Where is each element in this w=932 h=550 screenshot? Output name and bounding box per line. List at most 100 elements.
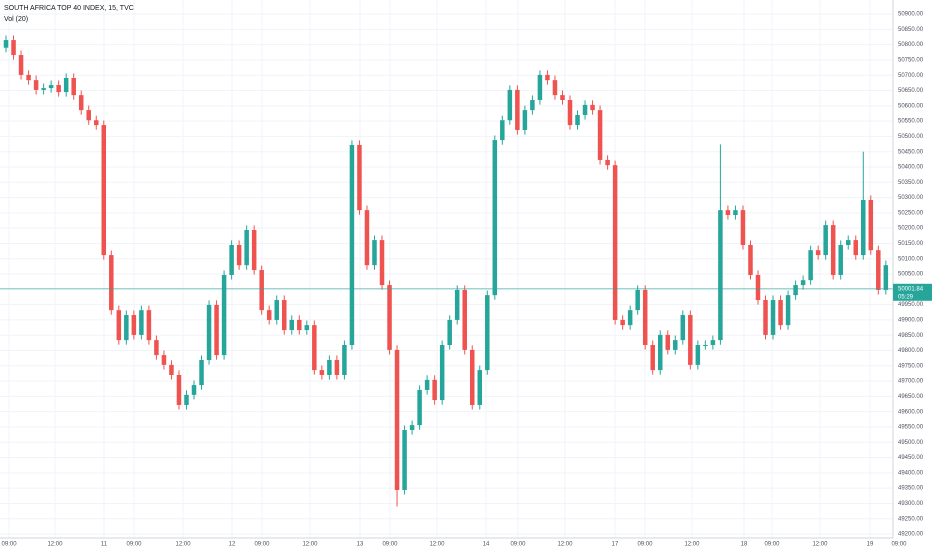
candle-body [642,289,648,346]
candle-body [845,240,851,245]
y-tick-label: 50400.00 [898,165,924,171]
x-tick-label: 09:00 [510,542,526,548]
candle-body [462,289,467,350]
x-tick-label: 09:00 [2,542,18,548]
candle-body [424,379,430,390]
candle-body [439,345,445,401]
candle-body [101,125,107,256]
y-tick-label: 50550.00 [898,119,924,125]
x-tick-label: 09:00 [891,542,907,548]
candle-body [387,285,392,350]
candle-body [184,394,189,405]
x-tick-label: 17 [612,542,619,548]
candle-body [703,345,708,347]
candle-body [274,300,279,320]
candle-body [124,315,129,341]
candle-body [244,230,249,266]
x-tick-label: 12:00 [176,542,192,548]
candle-body [815,250,821,256]
x-tick-label: 09:00 [254,542,270,548]
candle-body [342,345,347,375]
candle-body [785,295,791,326]
candle-body [755,274,761,301]
candle-body [251,230,257,271]
candle-body [48,85,54,89]
last-price-label: 50001.84 [898,286,924,292]
candle-body [605,159,610,166]
candle-body [93,120,99,126]
y-tick-label: 49950.00 [898,302,924,308]
y-tick-label: 49400.00 [898,470,924,476]
y-tick-label: 50900.00 [898,12,924,18]
candle-body [379,240,385,286]
candle-body [372,240,377,266]
candle-body [304,325,310,331]
countdown-label: 05:29 [898,294,914,300]
y-tick-label: 49250.00 [898,516,924,522]
candle-body [131,315,137,335]
y-tick-label: 49850.00 [898,333,924,339]
candle-body [161,355,167,365]
candle-body [327,359,332,375]
candle-body [575,115,580,126]
y-tick-label: 50650.00 [898,88,924,94]
candle-body [432,379,437,401]
candle-body [41,88,46,90]
candle-body [552,80,558,96]
candle-body [515,89,520,130]
candles [0,35,893,507]
candle-body [109,255,114,311]
y-tick-label: 50050.00 [898,272,924,278]
candle-body [665,334,671,350]
candle-body [567,100,573,126]
candle-body [402,430,407,490]
candle-body [259,270,264,311]
axes: 50900.00 50850.00 50800.00 50750.00 50700.00… [2,12,932,548]
candle-body [191,385,197,395]
x-tick-label: 12:00 [302,542,318,548]
x-tick-label: 12:00 [47,542,63,548]
candle-body [454,289,460,320]
y-tick-label: 49350.00 [898,486,924,492]
candle-body [139,310,144,335]
candle-body [485,295,490,371]
candle-body [657,334,663,371]
x-tick-label: 09:00 [764,542,780,548]
y-tick-label: 49900.00 [898,318,924,324]
candle-body [560,95,565,101]
candle-body [319,370,325,375]
candle-body [154,340,159,356]
x-tick-label: 12:00 [557,542,573,548]
y-tick-label: 49700.00 [898,379,924,385]
y-tick-label: 50150.00 [898,241,924,247]
candle-body [800,280,806,286]
candle-body [710,340,716,346]
x-tick-label: 09:00 [637,542,653,548]
x-tick-label: 12:00 [429,542,445,548]
candle-body [18,55,24,75]
candle-body [289,319,295,331]
candle-body [627,310,633,326]
x-tick-label: 12:00 [812,542,828,548]
candle-body [447,319,452,346]
candle-body [11,40,16,56]
candle-body [883,265,889,290]
y-tick-label: 49750.00 [898,363,924,369]
candle-body [853,240,859,256]
candle-body [650,345,655,371]
y-tick-label: 50300.00 [898,195,924,201]
candle-body [221,274,227,356]
candle-body [590,104,595,111]
last-price-box [893,283,932,301]
x-tick-label: 12 [229,542,236,548]
candle-body [620,319,625,326]
candle-body [688,315,693,365]
x-tick-label: 11 [101,542,108,548]
candle-body [312,325,317,371]
candle-body [500,120,505,141]
candle-body [733,210,738,216]
candle-body [830,225,836,275]
candle-body [778,300,783,326]
